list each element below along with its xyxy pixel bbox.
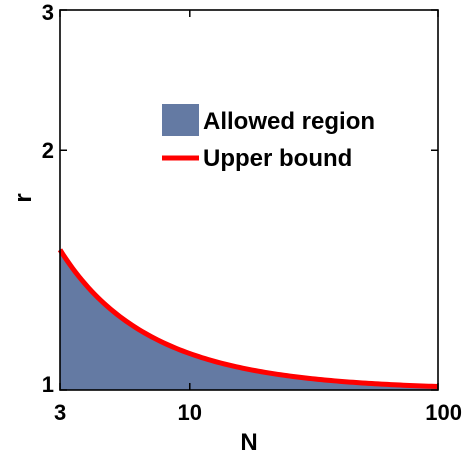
upper-bound-layer bbox=[57, 248, 439, 390]
allowed-region-layer bbox=[60, 249, 438, 390]
legend: Allowed region Upper bound bbox=[162, 104, 375, 172]
x-tick-label: 10 bbox=[178, 400, 202, 425]
legend-label-upper-bound: Upper bound bbox=[203, 145, 352, 172]
legend-label-allowed-region: Allowed region bbox=[203, 108, 375, 135]
upper-bound-line bbox=[57, 248, 439, 390]
y-axis-label: r bbox=[10, 193, 37, 202]
tick-layer: 3 10 100 1 2 3 bbox=[42, 0, 462, 425]
legend-swatch-allowed-region bbox=[162, 104, 199, 136]
x-tick-label: 3 bbox=[54, 400, 66, 425]
y-tick-label: 3 bbox=[42, 0, 54, 25]
allowed-region-area bbox=[60, 249, 438, 390]
x-axis-label: N bbox=[240, 429, 257, 456]
x-tick-label: 100 bbox=[425, 400, 462, 425]
plot-frame bbox=[59, 9, 439, 391]
y-tick-label: 1 bbox=[42, 372, 54, 397]
y-tick-label: 2 bbox=[42, 138, 54, 163]
